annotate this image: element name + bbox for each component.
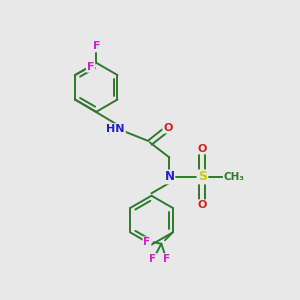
Text: F: F [163, 254, 170, 264]
Text: O: O [198, 200, 207, 210]
Text: F: F [149, 254, 157, 264]
Text: CH₃: CH₃ [224, 172, 245, 182]
Text: F: F [87, 62, 94, 72]
Text: F: F [143, 237, 151, 247]
Text: N: N [164, 170, 174, 183]
Text: S: S [198, 170, 207, 183]
Text: O: O [163, 123, 172, 133]
Text: F: F [92, 41, 100, 51]
Text: HN: HN [106, 124, 125, 134]
Text: O: O [198, 143, 207, 154]
